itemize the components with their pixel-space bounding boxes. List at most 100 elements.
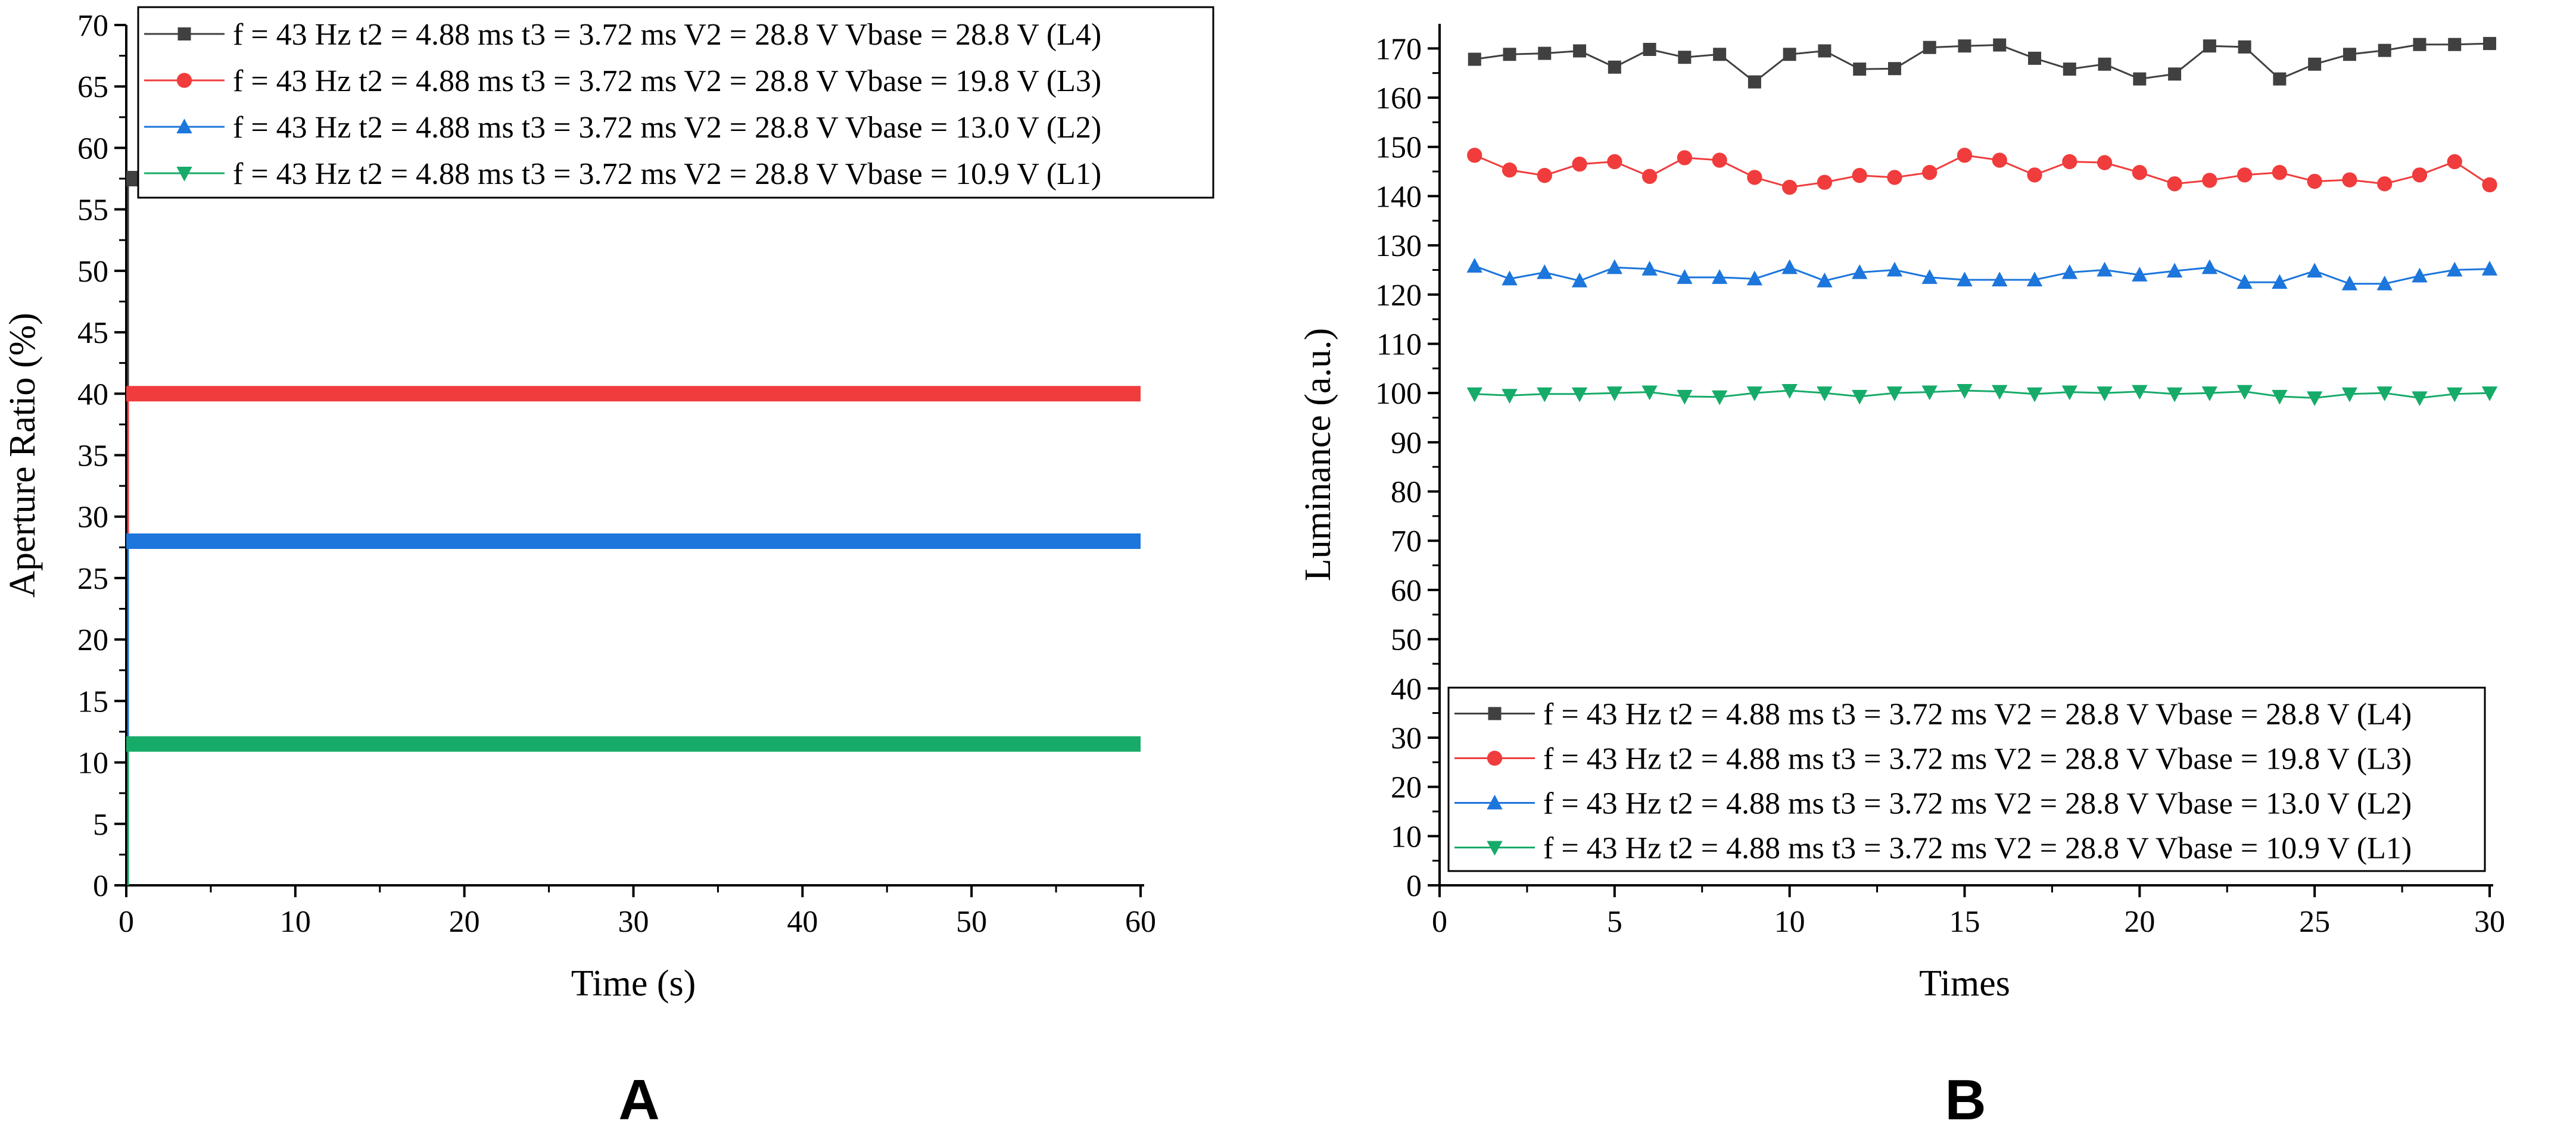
y-tick-label: 150 <box>1375 131 1422 165</box>
data-point <box>2342 172 2357 188</box>
data-point <box>1783 48 1796 61</box>
data-point <box>1817 272 1833 288</box>
y-tick-label: 60 <box>77 132 108 166</box>
data-point <box>2412 391 2428 407</box>
data-point <box>2272 274 2288 289</box>
data-point <box>2061 385 2077 401</box>
data-point <box>2238 40 2251 54</box>
data-point <box>1537 168 1552 183</box>
data-point <box>2061 264 2077 279</box>
y-tick-label: 80 <box>1391 476 1422 510</box>
data-point <box>1853 63 1867 76</box>
legend-item: f = 43 Hz t2 = 4.88 ms t3 = 3.72 ms V2 =… <box>144 18 1101 52</box>
data-point <box>1571 387 1588 402</box>
legend-label: f = 43 Hz t2 = 4.88 ms t3 = 3.72 ms V2 =… <box>233 157 1101 191</box>
legend-label: f = 43 Hz t2 = 4.88 ms t3 = 3.72 ms V2 =… <box>1543 832 2412 866</box>
legend-box <box>137 6 1214 199</box>
legend-item: f = 43 Hz t2 = 4.88 ms t3 = 3.72 ms V2 =… <box>144 111 1101 145</box>
data-point <box>2237 274 2253 289</box>
y-tick-label: 60 <box>1391 574 1422 608</box>
data-point <box>2063 63 2076 76</box>
data-point <box>2272 389 2288 405</box>
x-tick-label: 40 <box>787 905 818 939</box>
panel-label-a: A <box>618 1068 659 1132</box>
legend-item: f = 43 Hz t2 = 4.88 ms t3 = 3.72 ms V2 =… <box>1454 742 2412 776</box>
y-tick-label: 50 <box>77 255 108 289</box>
y-tick-label: 45 <box>77 316 108 350</box>
data-point <box>2482 177 2497 193</box>
data-point <box>1573 44 1587 58</box>
y-tick-label: 5 <box>93 808 108 842</box>
data-point <box>1468 52 1481 66</box>
x-tick-label: 20 <box>2124 905 2155 939</box>
data-point <box>2343 48 2356 61</box>
y-tick-label: 120 <box>1375 279 1422 313</box>
x-tick-label: 25 <box>2299 905 2330 939</box>
data-point <box>2132 266 2148 282</box>
legend-item: f = 43 Hz t2 = 4.88 ms t3 = 3.72 ms V2 =… <box>1454 832 2412 866</box>
data-point <box>1957 384 1973 399</box>
data-point <box>2447 387 2463 402</box>
series-1 <box>126 171 1141 885</box>
series-4 <box>126 736 1141 885</box>
data-point <box>2132 385 2148 400</box>
data-point <box>2376 275 2393 291</box>
data-point <box>2377 176 2393 192</box>
data-point <box>2097 386 2113 401</box>
data-point <box>1607 154 1622 170</box>
y-tick-label: 100 <box>1375 377 1422 411</box>
data-point <box>2483 37 2496 51</box>
data-point <box>1537 264 1553 279</box>
data-point <box>2341 275 2358 291</box>
y-tick-label: 10 <box>1391 820 1422 854</box>
data-point <box>1958 39 1971 53</box>
data-point <box>2026 271 2043 286</box>
data-point <box>2413 38 2427 51</box>
data-point <box>2202 173 2217 188</box>
x-tick-label: 30 <box>2474 905 2505 939</box>
data-point <box>1747 170 1762 185</box>
y-tick-label: 20 <box>77 623 108 657</box>
data-point <box>1677 389 1693 405</box>
legend-swatch-marker <box>1487 750 1503 766</box>
legend-b: f = 43 Hz t2 = 4.88 ms t3 = 3.72 ms V2 =… <box>1447 686 2486 872</box>
data-point <box>1887 62 1901 76</box>
panel-label-b: B <box>1945 1068 1986 1132</box>
y-tick-label: 0 <box>1406 869 1422 903</box>
data-point <box>2203 39 2216 53</box>
series-2 <box>126 386 1141 885</box>
y-tick-label: 140 <box>1375 180 1422 214</box>
data-point <box>2028 51 2042 65</box>
y-tick-label: 30 <box>1391 722 1422 756</box>
data-point <box>1886 261 1903 277</box>
data-point <box>1818 44 1831 58</box>
y-tick-label: 65 <box>77 70 108 104</box>
y-tick-label: 50 <box>1391 623 1422 657</box>
data-point <box>1677 269 1693 284</box>
data-point <box>2447 154 2462 170</box>
y-axis-title: Luminance (a.u.) <box>1298 328 1338 581</box>
data-point <box>1643 42 1656 56</box>
data-point <box>2341 387 2358 402</box>
data-point <box>2166 387 2183 402</box>
y-tick-label: 20 <box>1391 771 1422 805</box>
series-4 <box>1466 384 2498 407</box>
legend-swatch-marker <box>176 118 192 133</box>
data-point <box>2306 263 2323 278</box>
legend-box <box>1447 686 2486 872</box>
data-point <box>2412 167 2428 183</box>
data-point <box>1921 269 1938 284</box>
data-point <box>1466 258 1482 273</box>
data-point <box>1502 270 1518 286</box>
data-point <box>2412 267 2428 283</box>
legend-swatch-marker <box>176 167 192 182</box>
y-tick-label: 110 <box>1376 327 1422 361</box>
data-point <box>2447 261 2463 277</box>
data-point <box>1746 270 1763 286</box>
data-point <box>2308 57 2322 71</box>
data-point <box>1608 60 1621 74</box>
y-tick-label: 40 <box>1391 672 1422 706</box>
data-point <box>1887 170 1902 185</box>
y-tick-label: 90 <box>1391 426 1422 460</box>
data-point <box>1537 387 1553 402</box>
